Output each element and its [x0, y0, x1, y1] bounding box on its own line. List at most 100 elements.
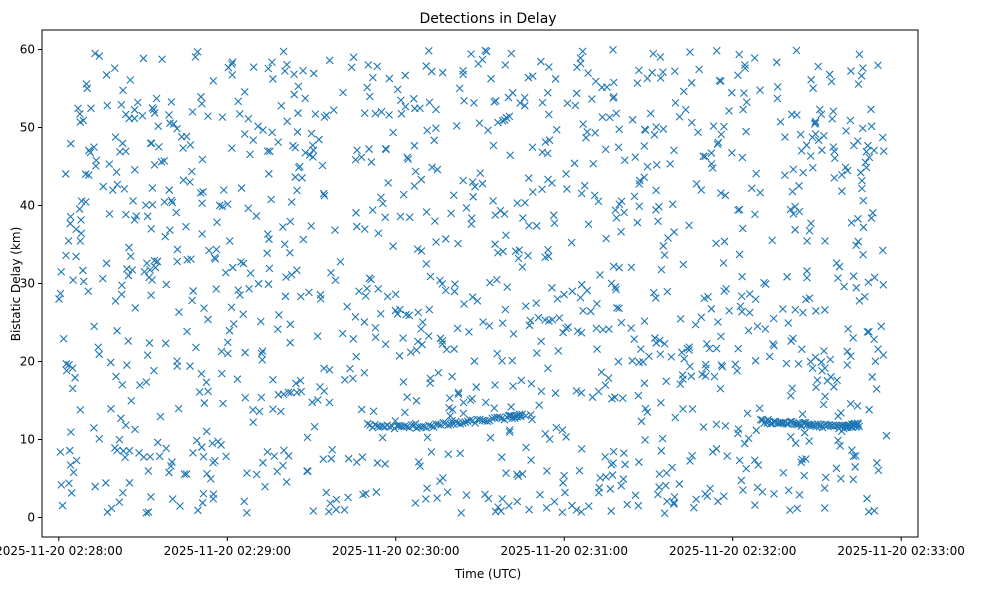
data-point — [154, 122, 163, 131]
data-point — [811, 117, 820, 126]
data-point — [743, 409, 752, 418]
data-point — [422, 208, 431, 216]
data-point — [765, 352, 774, 361]
data-point — [173, 257, 182, 266]
data-point — [683, 344, 692, 353]
data-point — [692, 180, 701, 188]
x-tick-label: 2025-11-20 02:33:00 — [837, 544, 964, 558]
data-point — [460, 300, 468, 308]
data-point — [62, 360, 71, 368]
data-point — [784, 486, 793, 495]
data-point — [676, 380, 685, 388]
data-point — [509, 382, 517, 391]
data-point — [130, 215, 139, 224]
data-point — [572, 89, 581, 98]
data-point — [120, 185, 129, 193]
data-point — [209, 76, 218, 85]
data-point — [167, 97, 176, 106]
data-point — [862, 147, 871, 156]
data-point — [634, 501, 643, 510]
data-point — [716, 77, 725, 85]
data-point — [209, 494, 218, 503]
data-point — [407, 421, 416, 429]
data-point — [433, 165, 442, 174]
data-point — [76, 109, 84, 118]
data-point — [612, 285, 620, 294]
data-point — [282, 273, 290, 282]
data-point — [751, 356, 760, 365]
data-point — [355, 287, 363, 296]
data-point — [439, 418, 448, 427]
data-point — [117, 281, 126, 290]
data-point — [605, 113, 614, 122]
data-point — [752, 426, 761, 435]
data-point — [457, 508, 466, 517]
data-point — [365, 145, 373, 153]
data-point — [521, 198, 529, 207]
data-point — [438, 279, 447, 288]
data-point — [773, 82, 782, 91]
data-point — [631, 153, 640, 162]
data-point — [635, 179, 644, 188]
data-point — [256, 317, 265, 326]
data-point — [568, 501, 576, 510]
data-point — [544, 110, 553, 119]
data-point — [734, 206, 742, 215]
data-point — [414, 308, 423, 317]
data-point — [612, 213, 621, 222]
data-point — [269, 405, 277, 414]
data-point — [505, 501, 513, 510]
data-point — [568, 287, 577, 296]
data-point — [446, 420, 455, 429]
data-point — [290, 70, 298, 79]
data-point — [687, 78, 696, 87]
data-point — [456, 449, 465, 458]
data-point — [545, 136, 554, 145]
data-point — [434, 420, 443, 429]
data-point — [211, 255, 220, 263]
data-point — [132, 212, 141, 220]
data-point — [789, 165, 798, 174]
data-point — [712, 46, 721, 55]
data-point — [571, 101, 580, 110]
data-point — [432, 105, 440, 114]
data-point — [591, 77, 600, 86]
data-point — [766, 419, 775, 428]
data-point — [325, 398, 334, 407]
data-point — [219, 186, 228, 194]
data-point — [58, 501, 67, 510]
data-point — [750, 501, 759, 510]
data-point — [474, 59, 483, 68]
data-point — [144, 508, 153, 517]
data-point — [273, 325, 282, 334]
data-point — [324, 507, 333, 516]
data-point — [725, 306, 734, 315]
data-point — [792, 111, 801, 119]
data-point — [320, 191, 329, 200]
data-point — [341, 375, 349, 384]
data-point — [410, 104, 419, 113]
data-point — [409, 94, 418, 103]
data-point — [412, 396, 421, 405]
data-point — [466, 416, 475, 424]
data-point — [237, 184, 246, 192]
data-point — [852, 241, 861, 250]
y-tick-label: 10 — [20, 433, 35, 447]
data-point — [401, 408, 409, 417]
data-point — [218, 202, 227, 211]
x-tick-label: 2025-11-20 02:31:00 — [501, 544, 628, 558]
data-point — [327, 268, 335, 277]
data-point — [381, 460, 390, 468]
data-point — [105, 209, 114, 218]
data-point — [311, 110, 320, 118]
data-point — [848, 446, 856, 455]
data-point — [849, 475, 858, 484]
data-point — [492, 275, 501, 284]
data-point — [126, 76, 135, 84]
data-point — [634, 458, 643, 466]
data-point — [849, 333, 858, 342]
data-point — [459, 176, 468, 185]
data-point — [322, 488, 331, 497]
data-point — [103, 101, 112, 110]
